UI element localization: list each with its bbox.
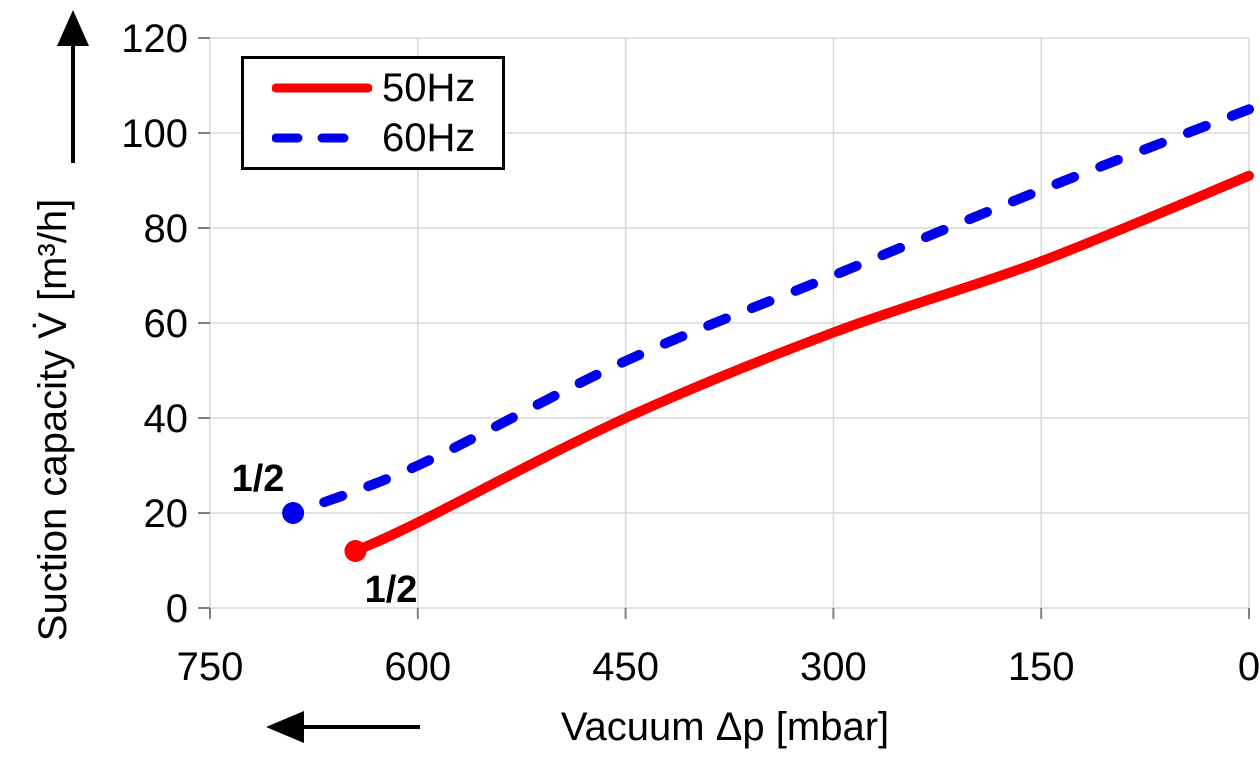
y-tick-label-100: 100 <box>121 112 188 156</box>
y-tick-label-40: 40 <box>144 397 189 441</box>
x-axis-title: Vacuum Δp [mbar] <box>561 705 889 749</box>
legend-item-50hz: 50Hz <box>244 68 502 108</box>
series-line-60hz <box>288 104 1254 518</box>
x-tick-label-300: 300 <box>800 645 867 689</box>
x-tick-label-600: 600 <box>384 645 451 689</box>
legend-line-sample-dashed <box>272 133 372 143</box>
legend-item-60hz: 60Hz <box>244 118 502 158</box>
arrow-left-icon <box>266 711 420 743</box>
y-axis-title: Suction capacity V̇ [m³/h] <box>31 199 75 641</box>
x-tick-label-150: 150 <box>1008 645 1075 689</box>
legend-label-50hz: 50Hz <box>382 66 476 111</box>
x-tick-label-450: 450 <box>592 645 659 689</box>
y-tick-label-0: 0 <box>166 587 188 631</box>
series-start-marker-50hz <box>344 540 367 562</box>
series-line-50hz <box>350 170 1254 556</box>
arrow-up-icon <box>57 10 89 163</box>
tick-labels: 750 600 450 300 150 0 0 20 40 60 80 100 120 <box>121 17 1260 689</box>
legend: 50Hz 60Hz <box>241 56 505 170</box>
y-tick-label-120: 120 <box>121 17 188 61</box>
x-tick-label-0: 0 <box>1238 645 1260 689</box>
axis-ticks <box>198 37 1250 619</box>
series-curves <box>282 104 1254 562</box>
y-tick-label-60: 60 <box>144 302 189 346</box>
annotation-60hz-half: 1/2 <box>232 458 285 500</box>
y-tick-label-20: 20 <box>144 492 189 536</box>
x-tick-label-750: 750 <box>177 645 244 689</box>
series-start-marker-60hz <box>282 502 305 524</box>
legend-line-sample-solid <box>272 83 372 93</box>
y-tick-label-80: 80 <box>144 207 189 251</box>
annotation-50hz-half: 1/2 <box>365 569 418 611</box>
legend-label-60hz: 60Hz <box>382 115 476 160</box>
